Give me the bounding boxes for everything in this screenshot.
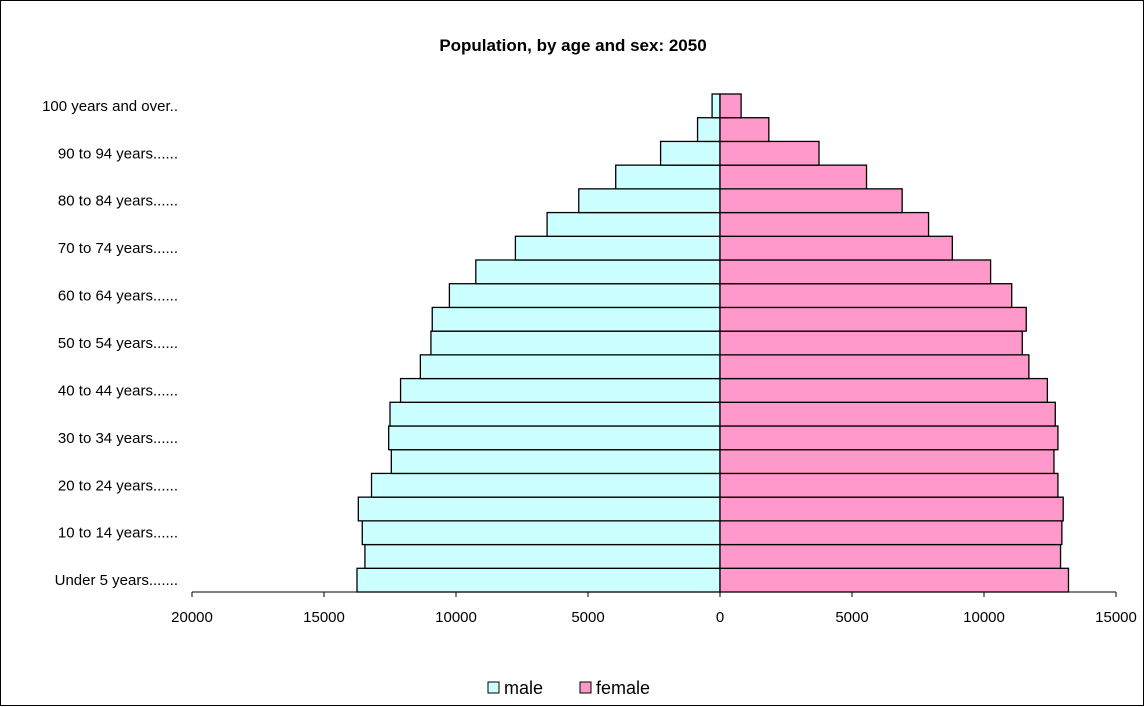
bar-male-18 xyxy=(659,140,721,166)
bar-female-12 xyxy=(719,283,1013,309)
bar-male-14 xyxy=(514,235,721,261)
bars-group xyxy=(356,93,1070,593)
bar-female-6 xyxy=(719,425,1059,451)
bar-male-10 xyxy=(430,330,721,356)
bar-female-2 xyxy=(719,520,1063,546)
bar-male-2 xyxy=(361,520,721,546)
bar-male-17 xyxy=(615,164,721,190)
x-tick-label: 15000 xyxy=(303,609,345,626)
x-tick-label: 5000 xyxy=(571,609,604,626)
bar-female-16 xyxy=(719,188,903,214)
bar-male-8 xyxy=(399,377,721,403)
y-axis-label: 30 to 34 years...... xyxy=(58,430,178,447)
y-axis-label: 70 to 74 years...... xyxy=(58,240,178,257)
bar-male-20 xyxy=(711,93,721,119)
legend-swatch-male xyxy=(487,681,500,694)
y-axis-label: 20 to 24 years...... xyxy=(58,477,178,494)
bar-female-14 xyxy=(719,235,953,261)
bar-female-15 xyxy=(719,211,930,237)
bar-female-5 xyxy=(719,449,1055,475)
x-tick-label: 0 xyxy=(716,609,724,626)
legend-swatch-female xyxy=(579,681,592,694)
legend: male female xyxy=(487,678,650,698)
y-axis-label: 40 to 44 years...... xyxy=(58,382,178,399)
bar-female-17 xyxy=(719,164,868,190)
bar-male-11 xyxy=(431,306,721,332)
bar-male-12 xyxy=(448,283,721,309)
bar-female-1 xyxy=(719,543,1062,569)
y-axis-label: 10 to 14 years...... xyxy=(58,525,178,542)
bar-male-19 xyxy=(696,117,721,143)
y-axis-label: 90 to 94 years...... xyxy=(58,145,178,162)
bar-male-0 xyxy=(356,567,721,593)
x-tick-label: 20000 xyxy=(171,609,213,626)
legend-label-male: male xyxy=(504,678,543,698)
chart-title: Population, by age and sex: 2050 xyxy=(439,36,706,55)
y-axis-label: 80 to 84 years...... xyxy=(58,193,178,210)
bar-male-1 xyxy=(364,543,721,569)
bar-female-20 xyxy=(719,93,742,119)
bar-female-4 xyxy=(719,472,1059,498)
bar-female-10 xyxy=(719,330,1023,356)
bar-male-16 xyxy=(578,188,721,214)
bar-female-0 xyxy=(719,567,1070,593)
bar-male-3 xyxy=(357,496,721,522)
x-axis: 20000 15000 10000 5000 0 5000 10000 15000 xyxy=(171,94,1137,626)
legend-label-female: female xyxy=(596,678,650,698)
bar-female-3 xyxy=(719,496,1064,522)
bar-male-13 xyxy=(475,259,721,285)
bar-female-7 xyxy=(719,401,1056,427)
bar-male-4 xyxy=(370,472,721,498)
bar-male-6 xyxy=(388,425,721,451)
x-tick-label: 10000 xyxy=(963,609,1005,626)
y-axis-label: 50 to 54 years...... xyxy=(58,335,178,352)
bar-male-7 xyxy=(389,401,721,427)
bar-female-9 xyxy=(719,354,1030,380)
x-tick-label: 15000 xyxy=(1095,609,1137,626)
bar-male-5 xyxy=(390,449,721,475)
bar-male-9 xyxy=(419,354,721,380)
y-axis-label: 60 to 64 years...... xyxy=(58,288,178,305)
bar-female-8 xyxy=(719,377,1049,403)
y-axis-label: 100 years and over.. xyxy=(42,98,178,115)
bar-female-19 xyxy=(719,117,770,143)
x-tick-label: 10000 xyxy=(435,609,477,626)
y-axis-labels: Under 5 years....... 10 to 14 years......… xyxy=(42,98,178,589)
y-axis-label: Under 5 years....... xyxy=(55,572,178,589)
x-tick-label: 5000 xyxy=(835,609,868,626)
bar-female-13 xyxy=(719,259,992,285)
bar-female-11 xyxy=(719,306,1027,332)
bar-male-15 xyxy=(546,211,721,237)
bar-female-18 xyxy=(719,140,820,166)
